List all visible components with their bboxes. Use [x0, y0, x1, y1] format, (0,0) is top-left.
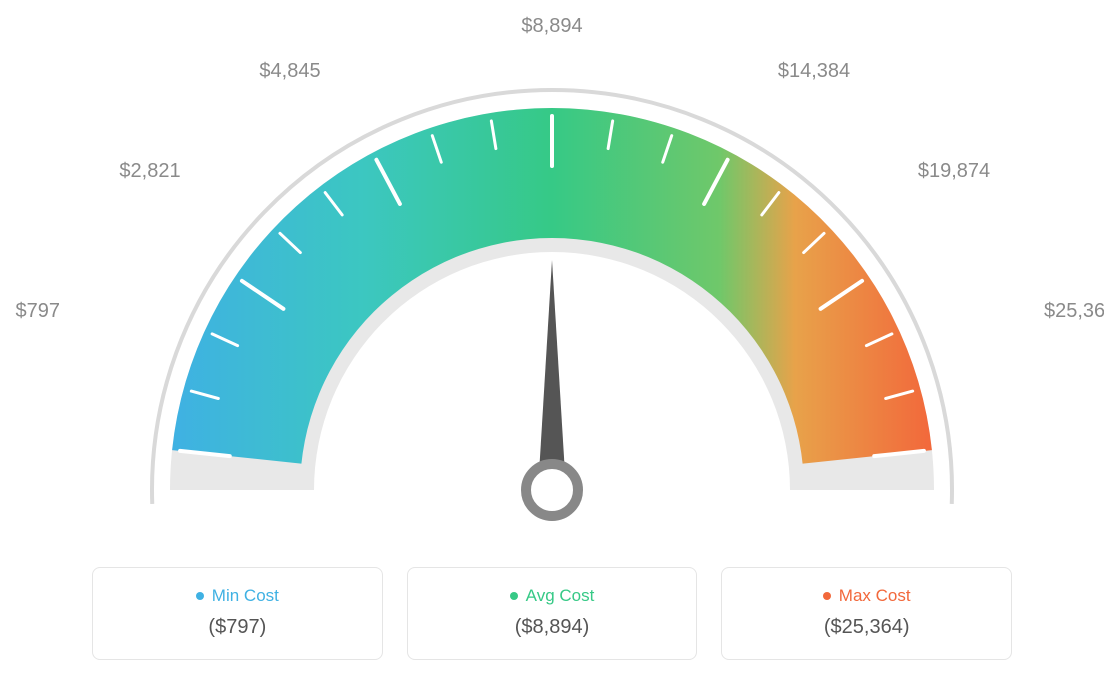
avg-cost-label: Avg Cost — [526, 586, 595, 606]
avg-cost-value: ($8,894) — [428, 616, 677, 639]
max-cost-card: Max Cost ($25,364) — [721, 567, 1012, 660]
max-cost-value: ($25,364) — [742, 616, 991, 639]
gauge-chart — [102, 40, 1002, 540]
min-cost-value: ($797) — [113, 616, 362, 639]
avg-cost-card: Avg Cost ($8,894) — [407, 567, 698, 660]
max-cost-label: Max Cost — [839, 586, 911, 606]
gauge-scale-label: $8,894 — [521, 15, 582, 38]
cost-cards: Min Cost ($797) Avg Cost ($8,894) Max Co… — [92, 567, 1012, 660]
min-cost-card: Min Cost ($797) — [92, 567, 383, 660]
min-cost-label: Min Cost — [212, 586, 279, 606]
avg-dot-icon — [510, 592, 518, 600]
gauge-scale-label: $797 — [16, 300, 61, 323]
gauge-scale-label: $19,874 — [918, 160, 990, 183]
gauge-scale-label: $4,845 — [259, 60, 320, 83]
gauge-scale-label: $14,384 — [778, 60, 850, 83]
max-dot-icon — [823, 592, 831, 600]
min-dot-icon — [196, 592, 204, 600]
gauge-scale-label: $25,364 — [1044, 300, 1104, 323]
gauge-scale-label: $2,821 — [119, 160, 180, 183]
